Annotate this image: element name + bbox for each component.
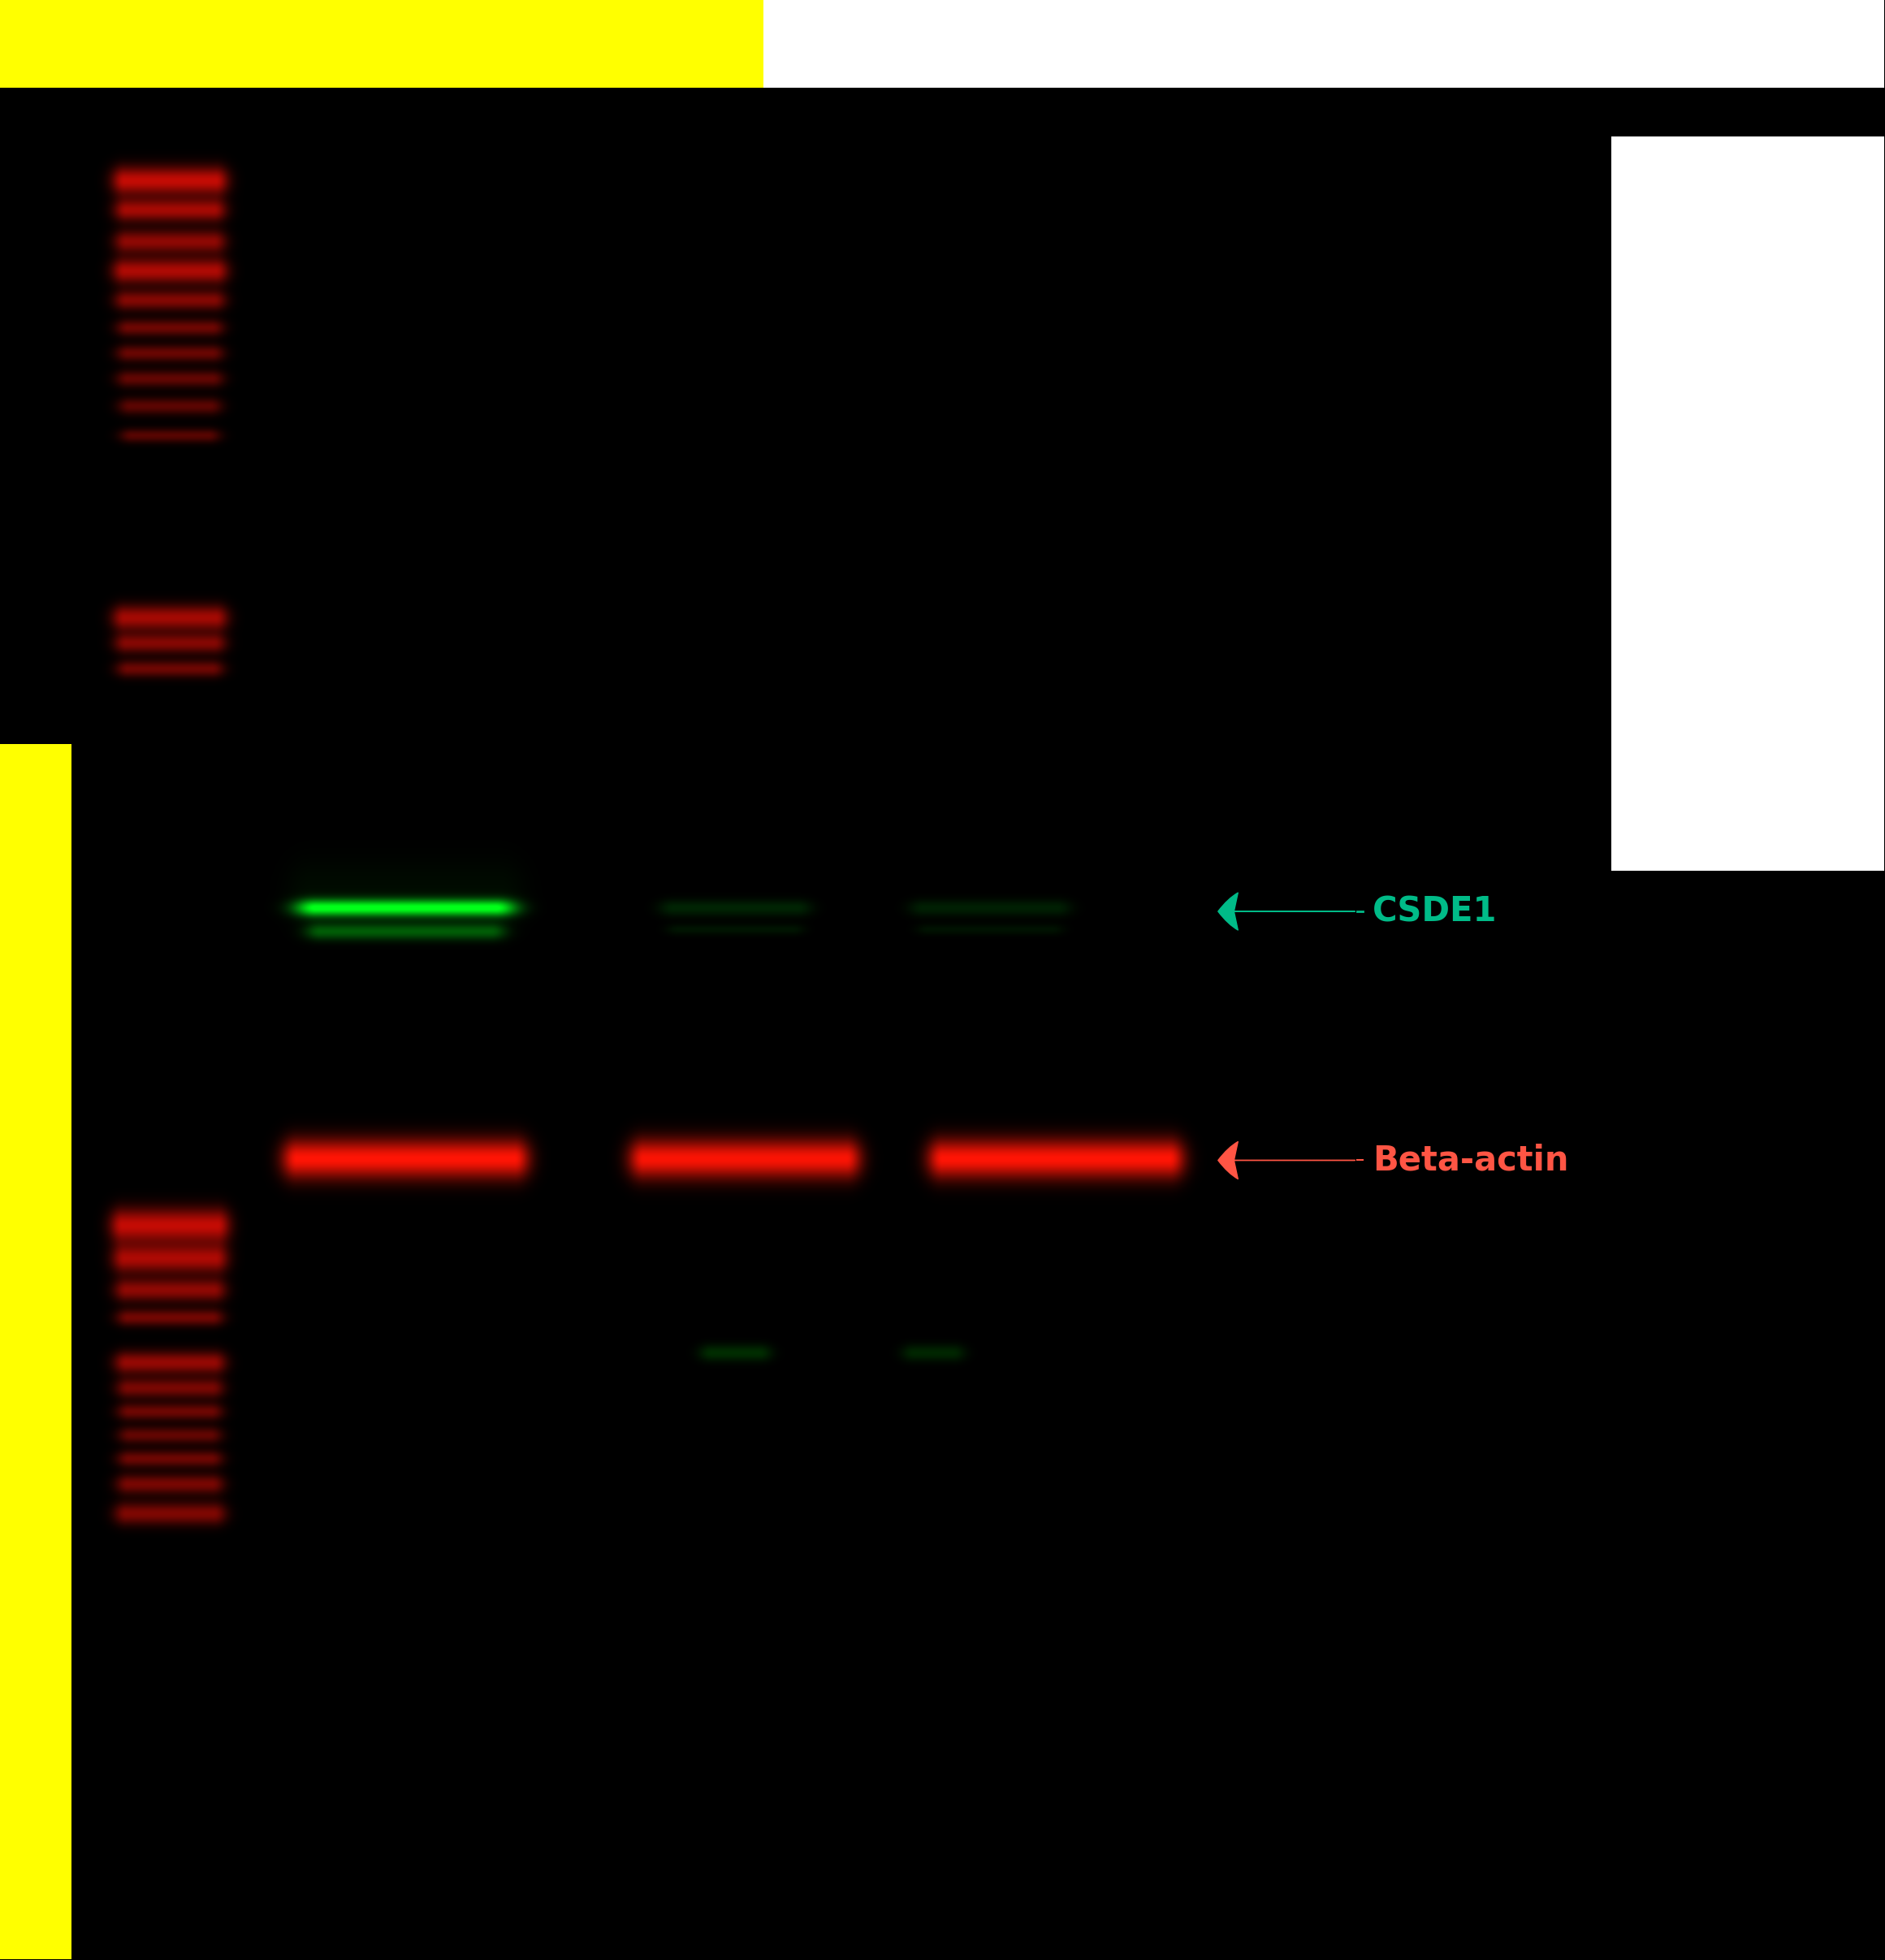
Text: CSDE1: CSDE1 [1372, 894, 1497, 929]
Text: Beta-actin: Beta-actin [1372, 1143, 1568, 1178]
